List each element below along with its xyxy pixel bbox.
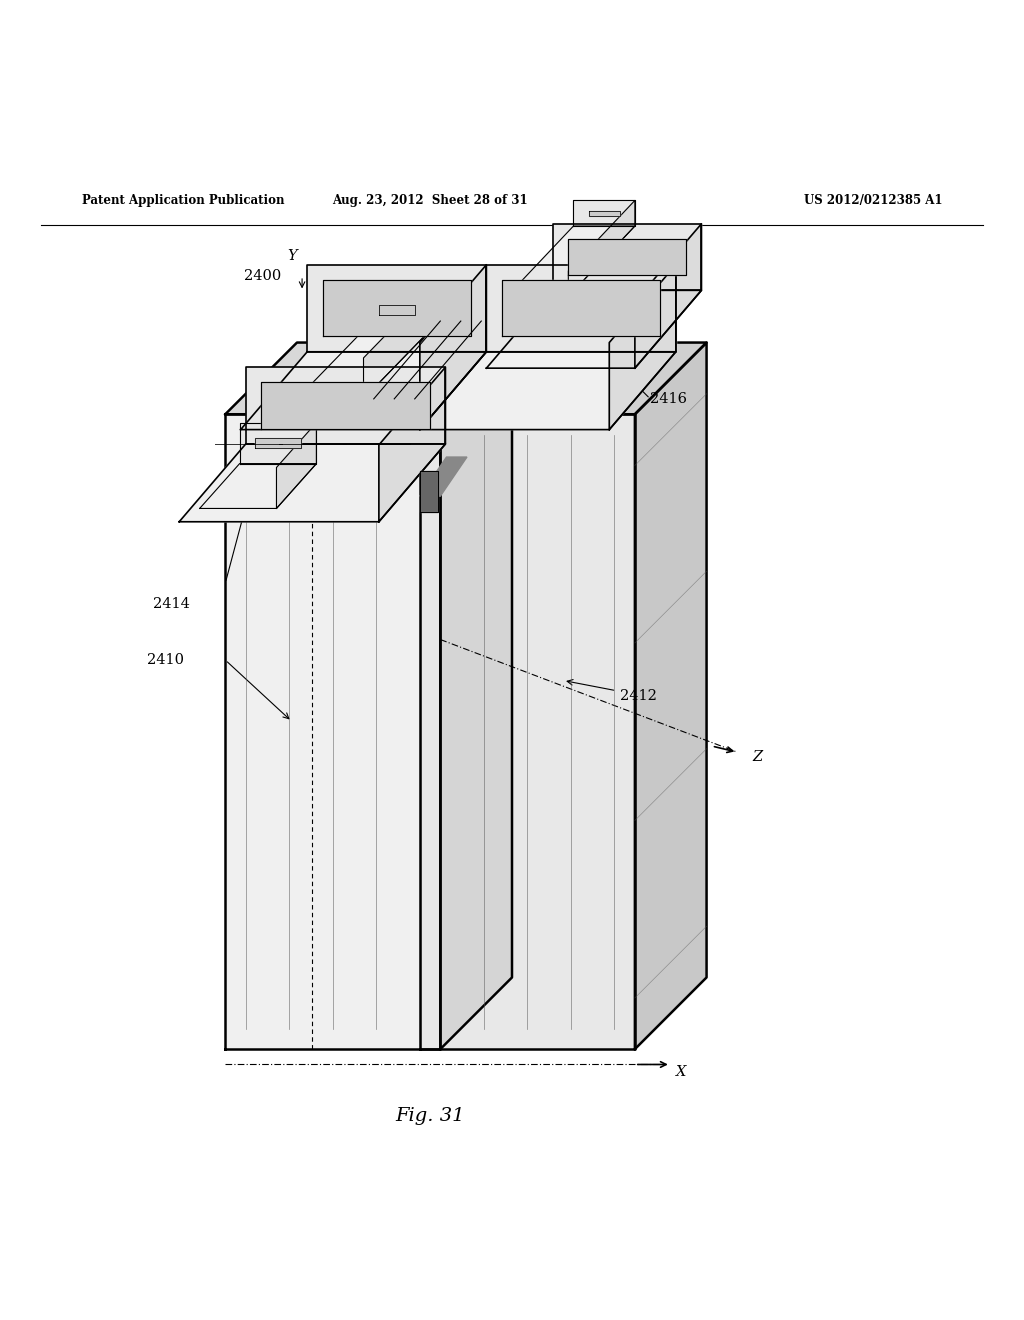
- Polygon shape: [573, 201, 635, 226]
- Polygon shape: [507, 226, 635, 297]
- Polygon shape: [420, 414, 635, 1049]
- Polygon shape: [568, 201, 635, 297]
- Polygon shape: [379, 305, 415, 315]
- Polygon shape: [420, 470, 438, 512]
- Polygon shape: [241, 351, 486, 429]
- Polygon shape: [323, 280, 471, 337]
- Text: Patent Application Publication: Patent Application Publication: [82, 194, 285, 207]
- Polygon shape: [420, 351, 676, 429]
- Polygon shape: [307, 265, 486, 351]
- Polygon shape: [297, 330, 430, 399]
- Polygon shape: [635, 224, 701, 368]
- Polygon shape: [225, 343, 512, 414]
- Polygon shape: [420, 457, 467, 496]
- Polygon shape: [589, 211, 620, 215]
- Text: 2416: 2416: [650, 392, 687, 405]
- Text: X: X: [676, 1065, 686, 1078]
- Polygon shape: [635, 343, 707, 1049]
- Polygon shape: [261, 383, 430, 429]
- Polygon shape: [246, 367, 445, 444]
- Polygon shape: [276, 422, 316, 508]
- Text: 2414: 2414: [153, 597, 189, 611]
- Polygon shape: [568, 239, 686, 275]
- Polygon shape: [240, 422, 316, 463]
- Polygon shape: [502, 280, 660, 337]
- Polygon shape: [486, 290, 701, 368]
- Text: Z: Z: [753, 750, 763, 764]
- Text: Aug. 23, 2012  Sheet 28 of 31: Aug. 23, 2012 Sheet 28 of 31: [332, 194, 528, 207]
- Polygon shape: [420, 265, 486, 429]
- Polygon shape: [225, 414, 440, 1049]
- Polygon shape: [200, 463, 316, 508]
- Polygon shape: [420, 343, 707, 414]
- Text: Fig. 31: Fig. 31: [395, 1106, 465, 1125]
- Text: US 2012/0212385 A1: US 2012/0212385 A1: [804, 194, 942, 207]
- Polygon shape: [364, 289, 430, 330]
- Text: 2410: 2410: [147, 653, 184, 667]
- Polygon shape: [379, 367, 445, 521]
- Polygon shape: [364, 289, 430, 399]
- Polygon shape: [440, 343, 512, 1049]
- Text: 2400: 2400: [245, 269, 282, 282]
- Text: Y: Y: [287, 248, 297, 263]
- Polygon shape: [553, 224, 701, 290]
- Polygon shape: [486, 265, 676, 351]
- Polygon shape: [609, 265, 676, 429]
- Polygon shape: [255, 438, 301, 449]
- Polygon shape: [179, 444, 445, 521]
- Text: 2412: 2412: [620, 689, 656, 702]
